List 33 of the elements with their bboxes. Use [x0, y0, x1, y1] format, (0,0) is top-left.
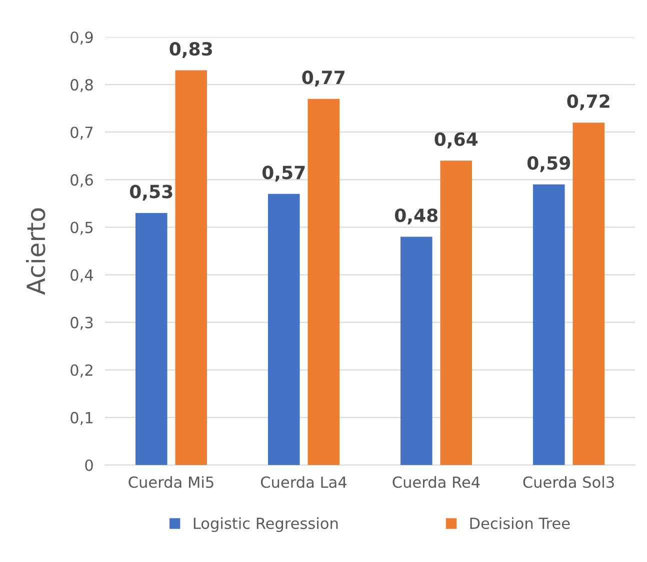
y-axis-title: Acierto	[26, 208, 46, 295]
bar	[135, 212, 168, 465]
data-label: 0,72	[567, 94, 610, 110]
data-label: 0,57	[262, 166, 305, 182]
x-tick-label: Cuerda La4	[260, 476, 347, 488]
bar	[400, 236, 432, 465]
y-tick-label: 0,8	[70, 79, 93, 92]
data-label: 0,53	[130, 184, 172, 201]
x-tick-label: Cuerda Mi5	[128, 476, 214, 488]
y-tick-label: 0	[85, 459, 93, 472]
data-label: 0,77	[302, 70, 344, 87]
bar	[175, 70, 208, 465]
bar	[268, 194, 300, 465]
data-label: 0,59	[527, 156, 570, 172]
data-label: 0,64	[434, 132, 478, 148]
legend-label: Decision Tree	[470, 517, 570, 530]
y-tick-label: 0,4	[70, 269, 94, 282]
bar	[308, 98, 340, 465]
bar	[440, 160, 472, 465]
bar	[572, 122, 605, 465]
y-tick-label: 0,3	[70, 316, 93, 330]
data-label: 0,83	[170, 42, 212, 58]
y-tick-label: 0,6	[70, 174, 93, 188]
y-tick-label: 0,1	[70, 412, 92, 426]
y-tick-label: 0,2	[70, 364, 92, 378]
legend-label: Logistic Regression	[194, 517, 338, 532]
x-tick-label: Cuerda Re4	[392, 476, 480, 488]
y-tick-label: 0,7	[70, 126, 93, 140]
y-tick-label: 0,5	[70, 222, 93, 235]
bar	[532, 184, 565, 465]
x-tick-label: Cuerda Sol3	[523, 476, 614, 488]
data-label: 0,48	[394, 208, 438, 224]
y-tick-label: 0,9	[70, 31, 93, 45]
